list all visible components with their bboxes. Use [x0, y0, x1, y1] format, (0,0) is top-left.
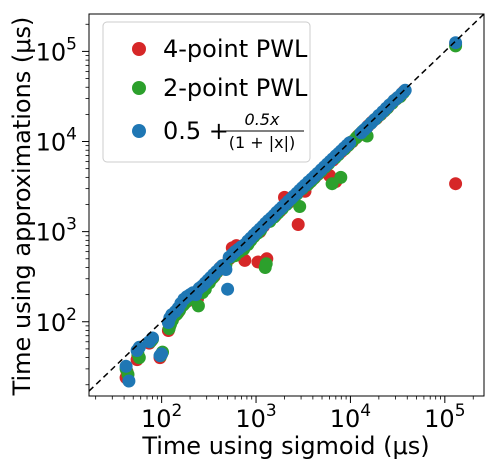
plot-area-frame	[88, 13, 485, 397]
data-points	[119, 36, 463, 388]
legend-marker-2-point-pwl	[132, 81, 146, 95]
data-point-series-0-48	[291, 218, 305, 231]
legend-fraction-denominator: (1 + |x|)	[229, 133, 296, 152]
legend: 4-point PWL 2-point PWL 0.5 + 0.5x (1 + …	[102, 21, 311, 163]
legend-box	[102, 21, 311, 163]
y-tick-label-2: 102	[36, 305, 77, 337]
y-tick-label-3: 103	[36, 215, 77, 247]
data-point-series-1-43	[293, 200, 307, 213]
legend-label-2-point-pwl: 2-point PWL	[163, 74, 308, 102]
legend-marker-4-point-pwl	[132, 42, 146, 56]
data-point-series-2-7	[155, 347, 169, 361]
legend-label-prefix: 0.5 +	[163, 117, 229, 145]
axis-ticks: 102 103 104 105 102 103 104 105	[36, 23, 474, 433]
data-point-series-2-29	[221, 282, 235, 296]
x-tick-label-4: 104	[330, 401, 371, 433]
data-point-series-2-0	[119, 359, 133, 373]
data-point-series-2-5	[146, 331, 159, 345]
reference-line-y-equals-x	[88, 13, 485, 392]
data-point-series-1-17	[191, 299, 205, 313]
x-axis-label: Time using sigmoid (μs)	[141, 432, 429, 460]
x-tick-label-5: 105	[424, 401, 465, 433]
x-tick-label-3: 103	[235, 401, 276, 433]
data-point-series-2-3	[132, 340, 146, 354]
data-point-series-2-28	[219, 263, 233, 276]
y-axis-label: Time using approximations (μs)	[8, 17, 36, 397]
data-point-series-1-35	[259, 257, 273, 271]
y-tick-label-5: 105	[36, 34, 77, 66]
data-point-series-0-79	[449, 177, 463, 191]
legend-fraction-numerator: 0.5x	[245, 110, 280, 129]
y-tick-label-4: 104	[36, 125, 77, 157]
x-tick-label-2: 102	[141, 401, 182, 433]
data-point-series-2-1	[122, 374, 136, 388]
data-point-series-2-85	[449, 36, 463, 50]
legend-marker-rational-approx	[132, 124, 146, 138]
legend-label-4-point-pwl: 4-point PWL	[163, 35, 308, 63]
data-point-series-1-55	[334, 170, 348, 184]
